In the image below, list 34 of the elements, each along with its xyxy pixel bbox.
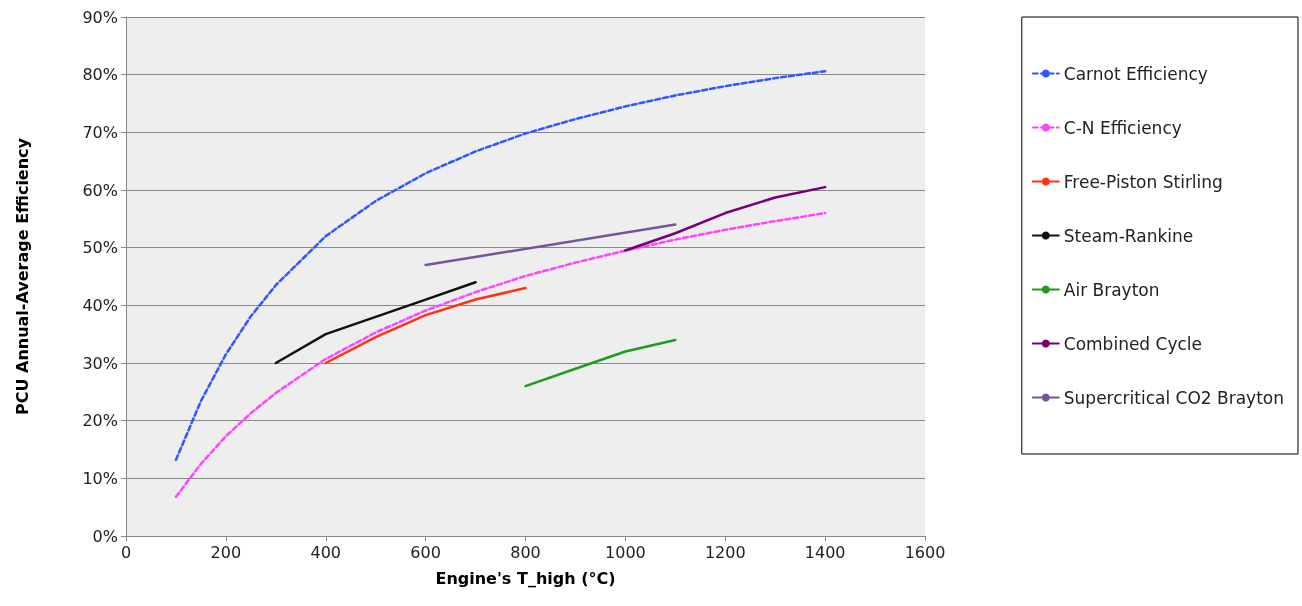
x-tick-label: 800	[510, 542, 541, 562]
line-series	[324, 286, 527, 365]
y-tick-label: 60%	[82, 180, 118, 200]
y-tick-label: 40%	[82, 295, 118, 315]
y-tick-label: 90%	[82, 7, 118, 27]
line-series	[174, 69, 827, 462]
legend-label: Steam-Rankine	[1063, 225, 1194, 246]
x-tick-label: 600	[410, 542, 441, 562]
y-tick-label: 10%	[82, 468, 118, 488]
legend-label: Free-Piston Stirling	[1063, 171, 1223, 192]
x-tick-label: 1600	[904, 542, 946, 562]
legend-label: Combined Cycle	[1063, 333, 1203, 354]
x-tick-label: 200	[210, 542, 242, 562]
line-series	[174, 211, 827, 499]
x-axis-title: Engine's T_high (°C)	[435, 568, 616, 588]
y-tick-label: 20%	[82, 411, 118, 431]
legend-label: Supercritical CO2 Brayton	[1063, 387, 1285, 408]
y-tick-label: 0%	[92, 526, 118, 546]
legend-label: C-N Efficiency	[1063, 117, 1182, 138]
legend-label: Air Brayton	[1063, 279, 1160, 300]
legend-label: Carnot Efficiency	[1063, 63, 1208, 84]
line-series	[274, 281, 477, 365]
y-tick-label: 80%	[82, 65, 118, 85]
x-tick-label: 1200	[704, 542, 746, 562]
line-series	[624, 185, 827, 252]
x-tick-label: 0	[120, 542, 132, 562]
y-tick-label: 70%	[82, 122, 118, 142]
x-tick-label: 1400	[804, 542, 846, 562]
y-tick-label: 30%	[82, 353, 118, 373]
x-tick-label: 1000	[605, 542, 646, 562]
line-series	[524, 338, 677, 388]
y-tick-label: 50%	[82, 238, 118, 258]
x-tick-label: 400	[310, 542, 342, 562]
y-axis-title: PCU Annual-Average Efficiency	[12, 137, 32, 416]
